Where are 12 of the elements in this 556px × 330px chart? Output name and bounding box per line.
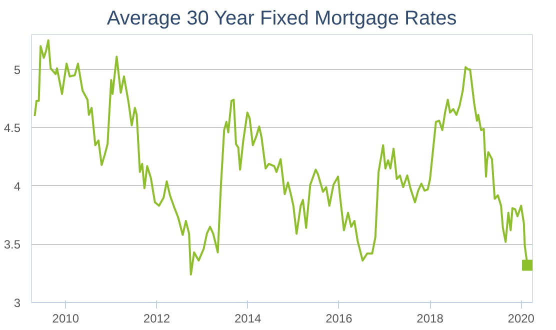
x-tick-label: 2020 [508, 312, 535, 326]
y-tick-label: 3.5 [4, 238, 21, 252]
x-tick-label: 2012 [143, 312, 170, 326]
y-tick-label: 3 [14, 296, 21, 310]
chart-title: Average 30 Year Fixed Mortgage Rates [106, 8, 457, 30]
y-tick-label: 4 [14, 179, 21, 194]
y-tick-label: 4.5 [4, 121, 21, 136]
x-tick-label: 2010 [52, 312, 80, 326]
x-tick-label: 2018 [416, 312, 444, 326]
y-tick-label: 5 [14, 62, 21, 77]
x-tick-label: 2014 [234, 312, 262, 326]
x-tick-label: 2016 [326, 312, 353, 326]
